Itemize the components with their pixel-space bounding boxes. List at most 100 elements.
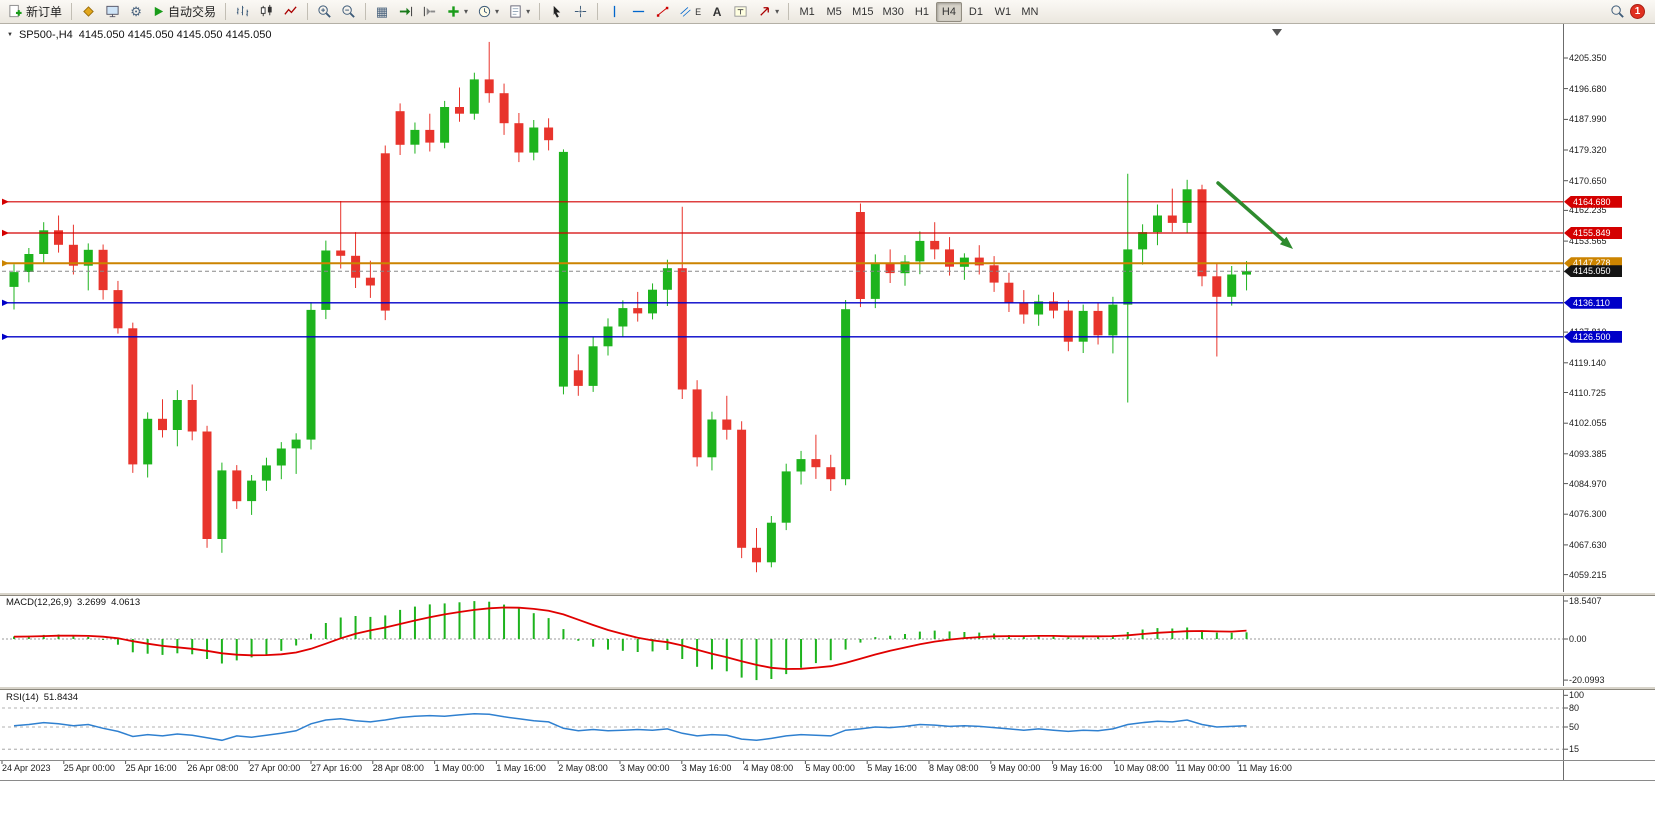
price-axis-label: 4110.725: [1569, 387, 1606, 398]
text-tool-label: A: [712, 4, 722, 19]
arrows-tool-button[interactable]: ▾: [753, 2, 783, 22]
time-axis-label: 25 Apr 16:00: [125, 763, 177, 773]
price-axis-label: 4196.680: [1569, 83, 1607, 94]
trend-arrow-annotation[interactable]: [1216, 181, 1288, 245]
new-order-button[interactable]: 新订单: [4, 2, 66, 22]
price-axis-label: 4059.215: [1569, 569, 1607, 580]
candle-body: [766, 522, 776, 563]
hline-left-marker-icon: [2, 229, 9, 237]
chart-ohlc-values: 4145.050 4145.050 4145.050 4145.050: [78, 29, 272, 41]
autotrading-button[interactable]: 自动交易: [148, 2, 220, 22]
trendline-button[interactable]: [651, 2, 674, 22]
candle-body: [39, 230, 49, 254]
market-watch-button[interactable]: [77, 2, 100, 22]
time-axis-label: 28 Apr 08:00: [372, 763, 424, 773]
chart-shift-marker-icon[interactable]: [1272, 29, 1282, 36]
timeframe-button-mn[interactable]: MN: [1017, 2, 1043, 22]
price-axis-label: 4179.320: [1569, 145, 1607, 155]
price-axis-label: 4119.140: [1569, 357, 1606, 368]
time-axis[interactable]: 24 Apr 2023 25 Apr 00:00 25 Apr 16:00 26 Ap…: [0, 762, 1563, 779]
time-axis-label: 11 May 00:00: [1176, 763, 1231, 773]
candle-body: [1108, 304, 1118, 336]
equidistant-channel-button[interactable]: E: [675, 2, 705, 22]
auto-scroll-button[interactable]: [394, 2, 417, 22]
time-axis-label: 9 May 16:00: [1052, 763, 1103, 773]
indicators-button[interactable]: ▾: [442, 2, 472, 22]
price-axis-label: 4076.300: [1569, 509, 1607, 520]
price-axis[interactable]: 4205.350 4196.680 4187.990 4179.320 4170.650…: [1564, 24, 1655, 780]
crosshair-button[interactable]: [569, 2, 592, 22]
options-button[interactable]: ⚙: [125, 2, 147, 22]
timeframe-button-w1[interactable]: W1: [990, 2, 1016, 22]
panel-divider-rsi[interactable]: [0, 686, 1655, 690]
template-icon: [510, 5, 521, 18]
panel-divider-macd[interactable]: [0, 592, 1655, 596]
chart-shift-icon: [423, 6, 436, 17]
candle-body: [588, 346, 598, 386]
notification-badge[interactable]: 1: [1630, 4, 1645, 19]
candle-body: [321, 250, 331, 310]
macd-axis-label: -20.0993: [1569, 675, 1605, 686]
line-chart-button[interactable]: [279, 2, 302, 22]
zoom-in-button[interactable]: [313, 2, 336, 22]
timeframe-button-m5[interactable]: M5: [821, 2, 847, 22]
candlestick-chart-icon: [260, 4, 272, 17]
time-axis-label: 24 Apr 2023: [2, 763, 51, 773]
timeframe-button-d1[interactable]: D1: [963, 2, 989, 22]
time-axis-label: 1 May 16:00: [496, 763, 546, 773]
timeframe-button-h4[interactable]: H4: [935, 1, 962, 22]
candle-body: [202, 431, 212, 539]
cursor-arrow-icon: [553, 5, 561, 18]
hline-left-marker-icon: [2, 260, 9, 267]
cursor-button[interactable]: [545, 2, 568, 22]
tile-windows-button[interactable]: ▦: [371, 2, 393, 22]
candle-body: [98, 249, 108, 291]
candle-body: [752, 547, 761, 563]
candle-body: [365, 277, 375, 286]
vertical-line-button[interactable]: [603, 2, 626, 22]
timeframe-button-m30[interactable]: M30: [879, 2, 908, 22]
terminal-button[interactable]: [101, 2, 124, 22]
horizontal-line-button[interactable]: [627, 2, 650, 22]
price-axis-label: 4162.235: [1569, 205, 1607, 216]
timeframe-button-m15[interactable]: M15: [848, 2, 877, 22]
timeframe-button-m1[interactable]: M1: [794, 2, 820, 22]
candlestick-chart-button[interactable]: [255, 2, 278, 22]
chart-menu-icon[interactable]: ▼: [7, 32, 13, 38]
candle-body: [855, 212, 865, 299]
periods-button[interactable]: ▾: [473, 2, 503, 22]
vertical-line-icon: [613, 5, 616, 18]
trend-arrow-head-icon[interactable]: [1279, 236, 1293, 249]
zoom-out-button[interactable]: [337, 2, 360, 22]
rsi-axis-label: 100: [1569, 690, 1585, 701]
rsi-axis-label: 15: [1569, 744, 1580, 755]
bar-chart-button[interactable]: [231, 2, 254, 22]
candle-body: [380, 153, 390, 311]
templates-button[interactable]: ▾: [504, 2, 534, 22]
main-toolbar: 新订单 ⚙ 自动交易 ▦ ▾ ▾: [0, 0, 1655, 24]
horizontal-line-icon: [632, 10, 645, 13]
candle-body: [1004, 282, 1014, 303]
timeframe-button-h1[interactable]: H1: [909, 2, 935, 22]
candle-body: [959, 257, 969, 267]
trendline-icon: [656, 6, 669, 17]
candle-body: [83, 249, 93, 266]
candle-body: [618, 308, 628, 327]
search-button[interactable]: [1606, 2, 1629, 22]
text-label-button[interactable]: [729, 2, 752, 22]
window-bottom-area: [0, 781, 1655, 827]
rsi-line: [13, 712, 1247, 742]
candle-body: [1019, 302, 1029, 315]
toolbar-separator: [365, 3, 367, 20]
chart-symbol-period: SP500-,H4: [18, 29, 73, 41]
candle-body: [529, 127, 539, 153]
text-button[interactable]: A: [706, 2, 728, 22]
time-axis-label: 4 May 08:00: [743, 763, 794, 773]
zoom-in-icon: [318, 5, 331, 18]
macd-axis-label: 18.5407: [1569, 596, 1602, 606]
time-axis-label: 10 May 08:00: [1114, 763, 1169, 773]
rsi-axis-label: 50: [1569, 722, 1580, 732]
candle-body: [395, 111, 405, 145]
chart-shift-button[interactable]: [418, 2, 441, 22]
